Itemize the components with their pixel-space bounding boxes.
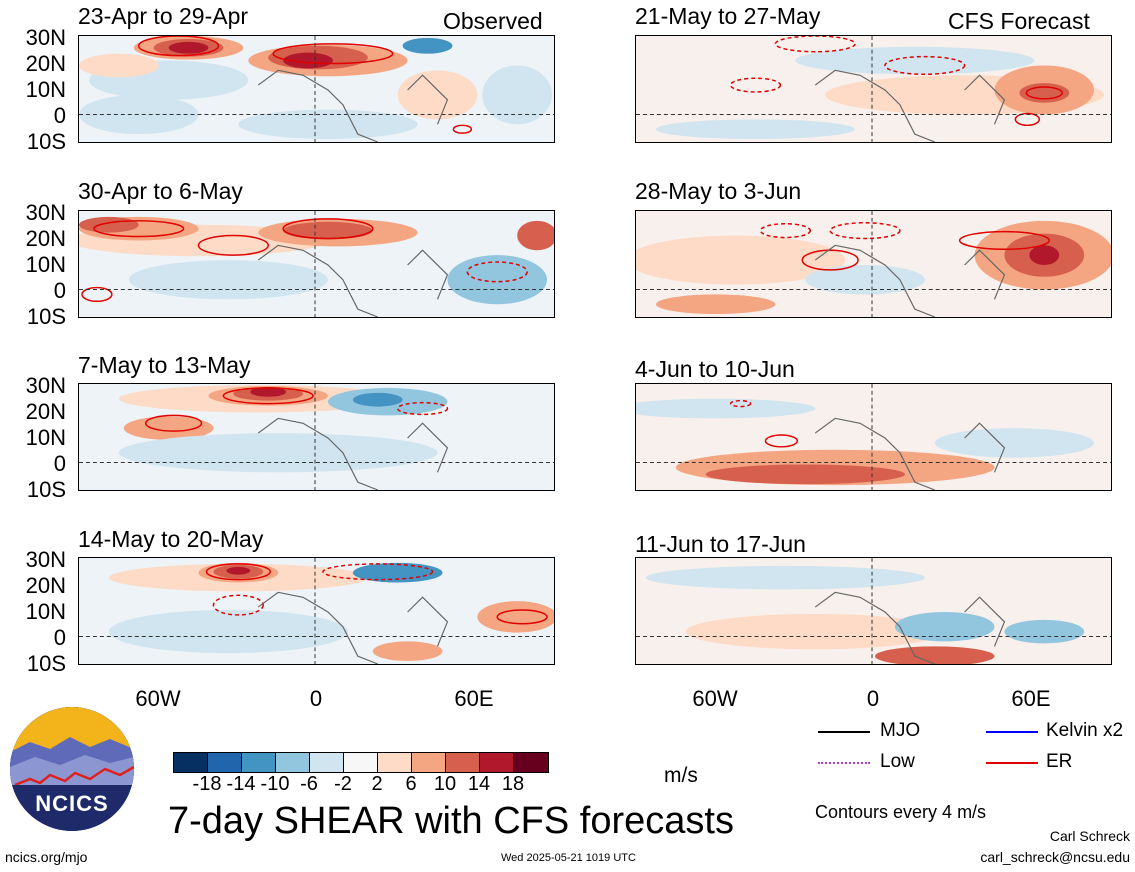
- colorbar-swatch: [208, 753, 242, 772]
- legend-low-line: [818, 762, 870, 764]
- panel-title-right-3: 4-Jun to 10-Jun: [635, 356, 795, 382]
- lon-label: 60W: [692, 686, 738, 711]
- map-panel-right-3: [635, 383, 1112, 491]
- map-panel-left-2: [78, 210, 555, 318]
- panel-tag-cfs-forecast: CFS Forecast: [948, 8, 1090, 34]
- colorbar-tick: -14: [226, 773, 256, 795]
- colorbar-swatch: [344, 753, 378, 772]
- lat-label: 10S: [26, 477, 66, 502]
- footer-timestamp: Wed 2025-05-21 1019 UTC: [501, 852, 636, 864]
- lat-label: 10N: [25, 77, 66, 102]
- colorbar-tick: -6: [300, 773, 318, 795]
- lat-label: 0: [53, 625, 66, 650]
- colorbar-swatch: [480, 753, 514, 772]
- colorbar-tick: -18: [192, 773, 222, 795]
- panel-tag-observed: Observed: [443, 8, 543, 34]
- legend-er-line: [986, 762, 1038, 764]
- lat-label: 20N: [25, 573, 66, 598]
- map-panel-left-4: [78, 557, 555, 665]
- lat-label: 10S: [26, 651, 66, 676]
- legend-low-label: Low: [880, 751, 915, 772]
- colorbar-swatch: [446, 753, 480, 772]
- lat-label: 0: [53, 451, 66, 476]
- lat-label: 10N: [25, 599, 66, 624]
- lat-label: 10S: [26, 304, 66, 329]
- panel-title-left-3: 7-May to 13-May: [78, 352, 251, 378]
- panel-title-left-2: 30-Apr to 6-May: [78, 178, 243, 204]
- colorbar-tick: 10: [433, 773, 457, 795]
- lat-label: 20N: [25, 226, 66, 251]
- legend-kelvin-line: [986, 731, 1038, 733]
- colorbar-unit: m/s: [664, 764, 698, 787]
- colorbar-tick: 6: [405, 773, 417, 795]
- panel-title-right-4: 11-Jun to 17-Jun: [635, 531, 806, 557]
- map-panel-right-2: [635, 210, 1112, 318]
- colorbar-tick: 14: [467, 773, 491, 795]
- lon-label: 0: [866, 686, 880, 711]
- colorbar-swatch: [310, 753, 344, 772]
- legend-mjo-line: [818, 731, 870, 733]
- colorbar-swatch: [514, 753, 548, 772]
- logo-text: NCICS: [35, 791, 109, 816]
- colorbar-tick: 2: [371, 773, 383, 795]
- colorbar-swatch: [276, 753, 310, 772]
- lon-label: 60E: [454, 686, 494, 711]
- map-panel-right-4: [635, 557, 1112, 665]
- contour-note: Contours every 4 m/s: [815, 802, 987, 822]
- colorbar-swatch: [174, 753, 208, 772]
- main-title: 7-day SHEAR with CFS forecasts: [168, 800, 734, 842]
- footer-url[interactable]: ncics.org/mjo: [5, 849, 88, 865]
- lon-label: 60E: [1011, 686, 1051, 711]
- panel-title-right-2: 28-May to 3-Jun: [635, 178, 802, 204]
- footer-author: Carl Schreck: [1049, 828, 1130, 844]
- lat-label: 30N: [25, 200, 66, 225]
- colorbar-tick: -10: [260, 773, 290, 795]
- panel-title-left-1: 23-Apr to 29-Apr: [78, 3, 249, 29]
- lat-label: 30N: [25, 373, 66, 398]
- map-panel-left-1: [78, 35, 555, 143]
- lat-label: 10N: [25, 425, 66, 450]
- ncics-logo: NCICS: [10, 707, 134, 831]
- colorbar-swatch: [242, 753, 276, 772]
- map-panel-right-1: [635, 35, 1112, 143]
- legend-er-label: ER: [1046, 751, 1073, 772]
- lat-label: 30N: [25, 547, 66, 572]
- map-panel-left-3: [78, 383, 555, 491]
- colorbar-tick: 18: [501, 773, 525, 795]
- panel-title-right-1: 21-May to 27-May: [635, 3, 821, 29]
- lat-label: 10N: [25, 252, 66, 277]
- lat-label: 20N: [25, 51, 66, 76]
- colorbar: [173, 752, 549, 773]
- lon-label: 0: [309, 686, 323, 711]
- lat-label: 10S: [26, 129, 66, 154]
- legend-mjo-label: MJO: [880, 720, 921, 741]
- colorbar-swatch: [412, 753, 446, 772]
- lon-label: 60W: [135, 686, 181, 711]
- footer-email[interactable]: carl_schreck@ncsu.edu: [980, 849, 1130, 865]
- lat-label: 20N: [25, 399, 66, 424]
- legend-kelvin-label: Kelvin x2: [1046, 720, 1124, 741]
- lat-label: 30N: [25, 25, 66, 50]
- lat-label: 0: [53, 278, 66, 303]
- colorbar-swatch: [378, 753, 412, 772]
- colorbar-tick: -2: [334, 773, 352, 795]
- lat-label: 0: [53, 103, 66, 128]
- panel-title-left-4: 14-May to 20-May: [78, 526, 264, 552]
